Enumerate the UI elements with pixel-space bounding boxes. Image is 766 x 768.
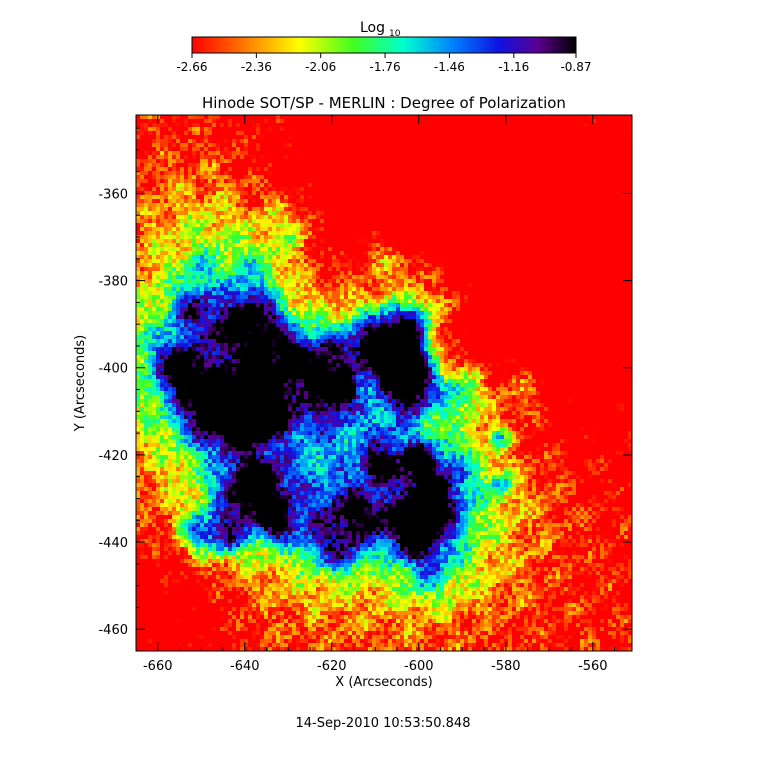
x-tick-label: -580	[491, 659, 521, 674]
colorbar-tick-label: -2.06	[305, 60, 336, 74]
colorbar-tick-label: -0.87	[560, 60, 591, 74]
colorbar-tick-label: -1.76	[370, 60, 401, 74]
colorbar-tick-label: -1.46	[434, 60, 465, 74]
x-tick-label: -640	[230, 659, 260, 674]
y-axis: -460 -440 -420 -400 -380 -360	[98, 127, 632, 652]
y-axis-label: Y (Arcseconds)	[73, 335, 88, 432]
colorbar-tick-label: -2.36	[241, 60, 272, 74]
y-tick-label: -460	[98, 623, 128, 638]
chart-title: Hinode SOT/SP - MERLIN : Degree of Polar…	[202, 94, 566, 112]
y-tick-label: -400	[98, 362, 128, 377]
timestamp: 14-Sep-2010 10:53:50.848	[296, 716, 471, 731]
x-tick-label: -660	[143, 659, 173, 674]
x-tick-label: -560	[578, 659, 608, 674]
y-tick-label: -440	[98, 536, 128, 551]
y-tick-label: -420	[98, 449, 128, 464]
heatmap-image	[136, 115, 632, 651]
x-tick-label: -620	[317, 659, 347, 674]
plot-frame	[135, 114, 633, 652]
x-tick-label: -600	[404, 659, 434, 674]
colorbar-gradient	[191, 36, 577, 54]
colorbar-tick-label: -2.66	[176, 60, 207, 74]
colorbar-ticks: -2.66 -2.36 -2.06 -1.76 -1.46 -1.16 -0.87	[176, 53, 592, 74]
colorbar-label: Log	[360, 20, 385, 36]
colorbar-label-subscript: 10	[389, 29, 401, 39]
y-tick-label: -360	[98, 187, 128, 202]
colorbar-tick-label: -1.16	[498, 60, 529, 74]
x-axis: -660 -640 -620 -600 -580 -560	[135, 115, 616, 674]
colorbar: Log 10 -2.66 -2.36 -2.06 -1.76 -1.46 -1.16 -0.…	[176, 20, 591, 74]
x-axis-label: X (Arcseconds)	[335, 675, 432, 690]
y-tick-label: -380	[98, 275, 128, 290]
